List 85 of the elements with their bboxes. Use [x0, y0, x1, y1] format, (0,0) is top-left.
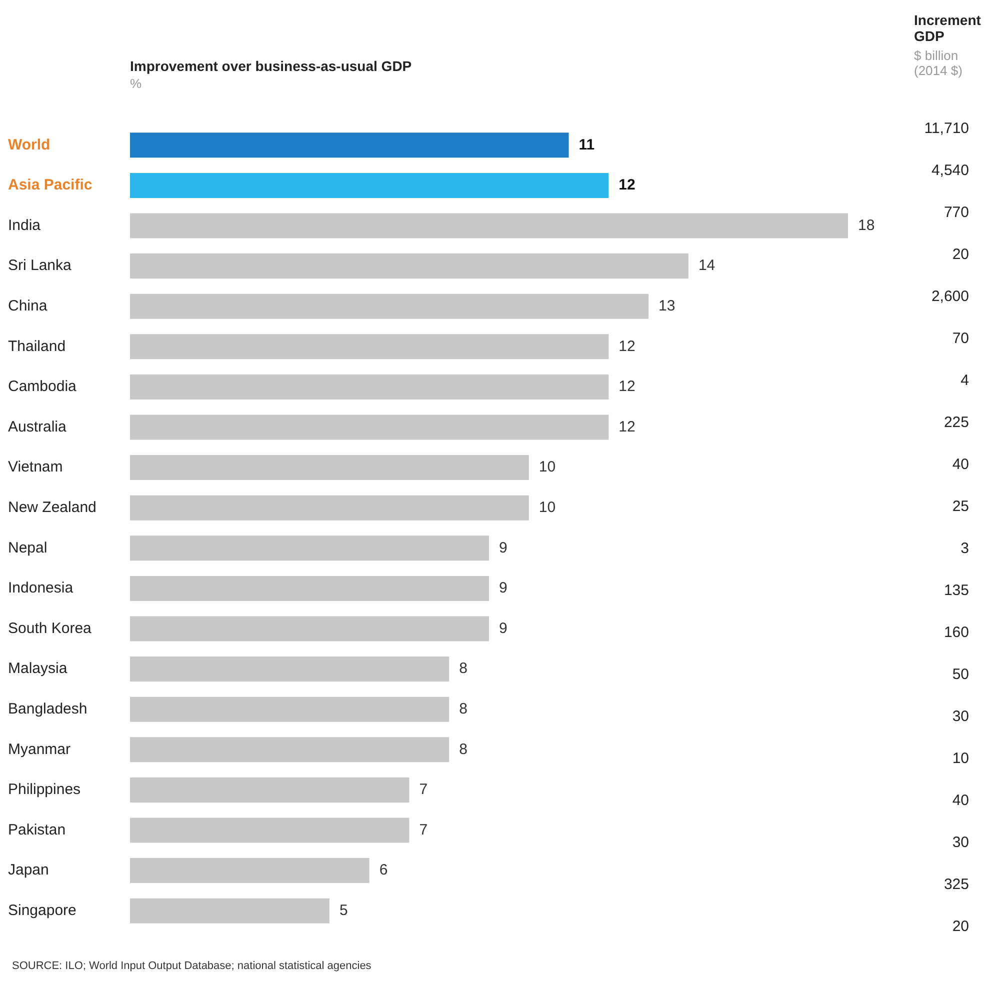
data-label: 20 [952, 917, 969, 937]
data-label: 325 [944, 875, 969, 895]
data-label: 30 [952, 833, 969, 853]
data-label: 8 [459, 700, 468, 718]
y-tick-label: Singapore [8, 902, 76, 919]
data-label: 12 [618, 378, 636, 396]
data-label: 135 [944, 581, 969, 601]
data-label: 14 [698, 257, 716, 274]
data-label: 12 [618, 418, 636, 436]
data-label: 9 [499, 580, 508, 597]
y-tick-label: Vietnam [8, 458, 63, 476]
bar [130, 777, 410, 802]
bar [130, 898, 330, 924]
y-tick-label: China [8, 297, 48, 314]
data-label: 7 [419, 781, 428, 798]
bar [130, 536, 489, 561]
y-tick-label: Thailand [8, 338, 66, 355]
y-tick-label: Sri Lanka [8, 257, 72, 274]
data-label: 9 [499, 620, 508, 637]
y-tick-label: World [8, 136, 50, 154]
data-label: 2,600 [931, 287, 969, 307]
source-note: SOURCE: ILO; World Input Output Database; national statistical agencies [12, 960, 372, 972]
y-tick-label: Asia Pacific [8, 176, 92, 194]
y-tick-label: Myanmar [8, 740, 71, 758]
text: Increment GDP [914, 12, 982, 44]
data-label: 770 [944, 203, 969, 223]
data-label: 10 [538, 498, 556, 516]
data-label: 12 [618, 338, 636, 355]
bar [130, 374, 609, 400]
bar [130, 696, 450, 722]
chart-title: Improvement over business-as-usual GDP [130, 58, 412, 74]
data-label: 4 [960, 371, 969, 391]
bar [130, 576, 489, 601]
y-tick-label: Australia [8, 418, 68, 436]
y-tick-label: South Korea [8, 620, 92, 637]
y-tick-label: Philippines [8, 781, 81, 798]
bar [130, 213, 848, 238]
data-label: 40 [952, 791, 969, 811]
bar [130, 294, 649, 319]
data-label: 25 [952, 497, 969, 517]
bar [130, 455, 529, 480]
bar [130, 132, 569, 158]
bar [130, 254, 688, 279]
bar [130, 818, 410, 843]
chart-subtitle: % [130, 76, 142, 91]
data-label: 7 [419, 821, 428, 838]
data-label: 12 [618, 176, 636, 194]
bar [130, 656, 450, 682]
y-tick-label: Bangladesh [8, 700, 88, 718]
data-label: 3 [960, 539, 969, 559]
y-tick-label: New Zealand [8, 498, 96, 516]
bar [130, 172, 609, 198]
y-tick-label: Cambodia [8, 378, 78, 396]
bar [130, 414, 609, 440]
y-tick-label: Malaysia [8, 660, 68, 678]
data-label: 10 [952, 749, 969, 769]
data-label: 4,540 [931, 161, 969, 181]
data-label: 5 [339, 902, 348, 919]
data-label: 70 [952, 329, 969, 349]
y-tick-label: India [8, 216, 42, 234]
y-tick-label: Indonesia [8, 580, 74, 597]
bar [130, 858, 370, 884]
data-label: 20 [952, 245, 969, 265]
data-label: 11,710 [924, 119, 969, 139]
y-tick-label: Pakistan [8, 821, 66, 838]
data-label: 9 [499, 539, 508, 556]
y-tick-label: Nepal [8, 539, 48, 556]
data-label: 225 [944, 413, 969, 433]
bar [130, 495, 529, 520]
data-label: 13 [658, 297, 676, 314]
data-label: 160 [944, 623, 969, 643]
data-label: 30 [952, 707, 969, 727]
y-tick-label: Japan [8, 862, 49, 879]
data-label: 50 [952, 665, 969, 685]
bar [130, 616, 489, 642]
data-label: 10 [538, 458, 556, 476]
data-label: 8 [459, 740, 468, 758]
data-label: 11 [578, 136, 595, 154]
data-label: 40 [952, 455, 969, 475]
text: $ billion (2014 $) [914, 48, 964, 78]
bar [130, 334, 609, 360]
data-label: 6 [379, 862, 388, 879]
data-label: 18 [858, 216, 875, 234]
data-label: 8 [459, 660, 468, 678]
bar [130, 737, 450, 762]
